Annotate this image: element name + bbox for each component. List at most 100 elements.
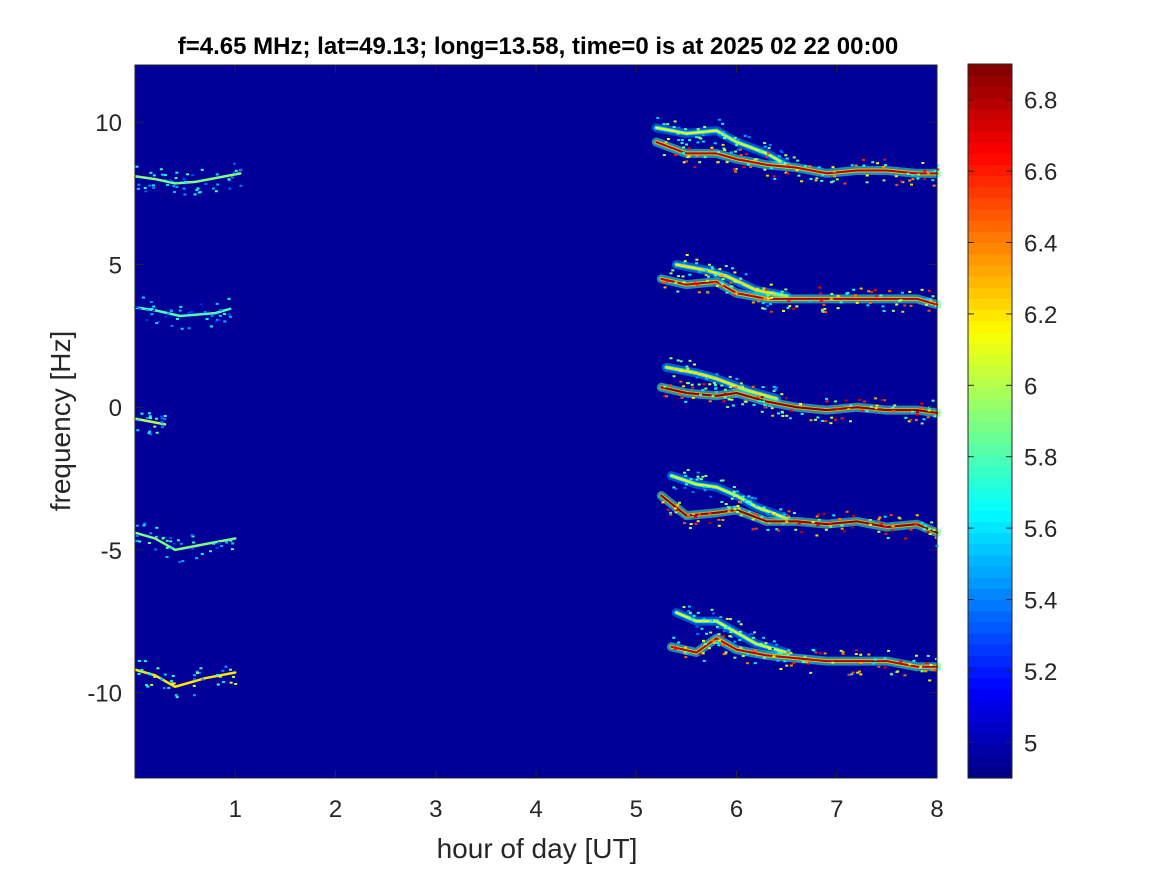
trace-speckle xyxy=(829,298,833,301)
trace-speckle xyxy=(156,667,160,670)
colorbar-step xyxy=(968,309,1012,322)
trace-speckle xyxy=(214,320,218,323)
trace-speckle xyxy=(766,297,770,300)
trace-speckle xyxy=(787,300,791,303)
x-tick-label: 2 xyxy=(329,796,342,823)
secondary-trace-speckle xyxy=(738,639,742,642)
trace-speckle xyxy=(795,169,799,172)
trace-speckle xyxy=(175,181,179,184)
colorbar-step xyxy=(968,733,1012,746)
secondary-trace-speckle xyxy=(761,302,765,305)
colorbar-tick-label: 5.4 xyxy=(1024,588,1057,615)
trace-speckle xyxy=(860,409,864,412)
secondary-trace-speckle xyxy=(696,632,700,635)
secondary-trace-line-1 xyxy=(675,263,788,298)
trace-speckle xyxy=(143,186,147,189)
trace-speckle xyxy=(192,684,196,687)
trace-speckle xyxy=(152,308,156,311)
y-tick-label: 10 xyxy=(95,110,122,137)
trace-speckle xyxy=(904,537,908,540)
secondary-trace-speckle xyxy=(676,359,680,362)
colorbar-step xyxy=(968,275,1012,288)
trace-speckle xyxy=(682,161,686,164)
trace-speckle xyxy=(909,418,913,421)
secondary-trace-speckle xyxy=(779,508,783,511)
trace-speckle xyxy=(877,665,881,668)
trace-speckle xyxy=(836,294,840,297)
colorbar-step xyxy=(968,175,1012,188)
colorbar-step xyxy=(968,75,1012,87)
secondary-trace-speckle xyxy=(698,270,702,273)
trace-speckle xyxy=(718,274,722,277)
trace-speckle xyxy=(179,542,183,545)
trace-speckle xyxy=(155,417,159,420)
trace-speckle xyxy=(920,422,924,425)
trace-speckle xyxy=(196,672,200,675)
trace-speckle xyxy=(179,305,183,308)
trace-speckle xyxy=(727,510,731,513)
trace-speckle xyxy=(809,671,813,674)
trace-speckle xyxy=(175,185,179,188)
colorbar-step xyxy=(968,331,1012,344)
trace-speckle xyxy=(922,418,926,421)
secondary-trace-speckle xyxy=(752,403,756,406)
trace-speckle xyxy=(143,660,147,663)
trace-speckle xyxy=(689,523,693,526)
trace-speckle xyxy=(685,652,689,655)
trace-speckle xyxy=(765,288,769,291)
trace-speckle xyxy=(169,310,173,313)
trace-speckle xyxy=(738,148,742,151)
secondary-trace-speckle xyxy=(733,640,737,643)
trace-speckle xyxy=(764,155,768,158)
trace-speckle xyxy=(789,409,793,412)
trace-speckle xyxy=(190,310,194,313)
trace-speckle xyxy=(815,177,819,180)
trace-speckle xyxy=(687,147,691,150)
trace-speckle xyxy=(161,537,165,540)
trace-speckle xyxy=(160,417,164,420)
trace-speckle xyxy=(760,509,764,512)
trace-speckle xyxy=(726,405,730,408)
trace-speckle xyxy=(170,546,174,549)
trace-speckle xyxy=(165,546,169,549)
secondary-trace-speckle xyxy=(711,267,715,270)
trace-speckle xyxy=(769,296,773,299)
trace-speckle xyxy=(824,311,828,314)
trace-speckle xyxy=(764,642,768,645)
trace-speckle xyxy=(804,165,808,168)
trace-speckle xyxy=(815,534,819,537)
secondary-trace-speckle xyxy=(704,387,708,390)
trace-speckle xyxy=(930,668,934,671)
trace-speckle xyxy=(840,527,844,530)
secondary-trace-speckle xyxy=(694,136,698,139)
trace-speckle xyxy=(734,386,738,389)
trace-speckle xyxy=(908,663,912,666)
trace-speckle xyxy=(834,400,838,403)
secondary-trace-speckle xyxy=(684,483,688,486)
trace-speckle xyxy=(163,418,167,421)
secondary-trace-speckle xyxy=(775,386,779,389)
trace-speckle xyxy=(934,658,938,661)
colorbar-step xyxy=(968,766,1012,779)
trace-speckle xyxy=(178,560,182,563)
trace-speckle xyxy=(154,548,158,551)
trace-speckle xyxy=(881,305,885,308)
trace-speckle xyxy=(911,410,915,413)
trace-speckle xyxy=(162,687,166,690)
secondary-trace-speckle xyxy=(738,283,742,286)
trace-speckle xyxy=(191,173,195,176)
trace-speckle xyxy=(751,301,755,304)
trace-speckle xyxy=(160,421,164,424)
trace-speckle xyxy=(196,187,200,190)
trace-speckle xyxy=(818,286,822,289)
trace-speckle xyxy=(205,318,209,321)
trace-speckle xyxy=(148,415,152,418)
x-tick-label: 8 xyxy=(930,796,943,823)
colorbar-step xyxy=(968,86,1012,99)
trace-speckle xyxy=(861,158,865,161)
trace-speckle xyxy=(923,178,927,181)
trace-speckle xyxy=(797,522,801,525)
trace-speckle xyxy=(697,383,701,386)
trace-speckle xyxy=(217,319,221,322)
trace-speckle xyxy=(881,399,885,402)
